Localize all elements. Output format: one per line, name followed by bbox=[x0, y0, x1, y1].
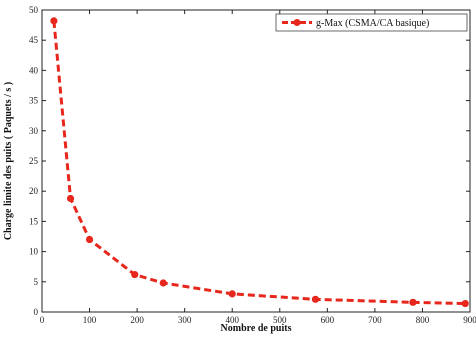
data-point bbox=[409, 298, 417, 306]
x-tick-label: 300 bbox=[178, 315, 192, 325]
axis-ticks: 0 100 200 300 400 500 600 700 800 900 0 5 10 15 20 25 30… bbox=[29, 5, 476, 325]
data-point bbox=[159, 279, 167, 287]
x-tick-label: 600 bbox=[321, 315, 335, 325]
y-tick-label: 5 bbox=[34, 277, 39, 287]
data-point bbox=[50, 17, 58, 25]
y-tick-label: 40 bbox=[29, 65, 39, 75]
x-tick-label: 700 bbox=[368, 315, 382, 325]
x-tick-label: 0 bbox=[40, 315, 45, 325]
y-tick-label: 10 bbox=[29, 247, 39, 257]
y-tick-label: 50 bbox=[29, 5, 39, 15]
y-tick-label: 35 bbox=[29, 96, 39, 106]
x-tick-label: 800 bbox=[416, 315, 430, 325]
data-point bbox=[311, 295, 320, 303]
x-tick-label: 500 bbox=[273, 315, 287, 325]
data-point bbox=[461, 299, 469, 308]
plot-area bbox=[41, 9, 471, 313]
series-layer bbox=[50, 17, 469, 308]
y-tick-label: 30 bbox=[29, 126, 39, 136]
x-tick-label: 900 bbox=[463, 315, 476, 325]
y-tick-label: 20 bbox=[29, 186, 39, 196]
x-axis-title: Nombre de puits bbox=[221, 323, 292, 334]
y-axis-title: Charge limite des puits ( Paquets / s ) bbox=[3, 82, 14, 240]
legend: g-Max (CSMA/CA basique) bbox=[275, 13, 468, 32]
legend-marker-sample bbox=[293, 19, 301, 26]
data-point bbox=[85, 235, 94, 244]
x-tick-label: 400 bbox=[225, 315, 239, 325]
data-point bbox=[131, 270, 139, 279]
y-tick-label: 15 bbox=[29, 216, 39, 226]
y-tick-label: 0 bbox=[34, 307, 39, 317]
data-point bbox=[228, 290, 236, 298]
legend-box bbox=[275, 13, 468, 32]
data-point bbox=[66, 194, 75, 203]
x-tick-label: 200 bbox=[130, 315, 144, 325]
x-tick-label: 100 bbox=[83, 315, 97, 325]
y-tick-label: 45 bbox=[29, 35, 39, 45]
legend-label: g-Max (CSMA/CA basique) bbox=[316, 18, 429, 29]
y-tick-label: 25 bbox=[29, 156, 39, 166]
